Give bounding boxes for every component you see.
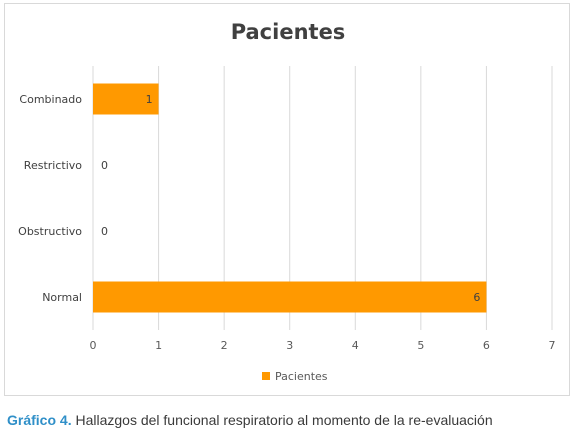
data-label-normal: 6	[473, 291, 480, 304]
bar-normal	[93, 281, 487, 313]
chart-frame: Pacientes 0 1 2 3 4 5 6 7 Combinado 1 Restrictivo 0 O…	[4, 3, 570, 396]
x-tick-label-3: 3	[286, 339, 293, 352]
chart-svg: Pacientes 0 1 2 3 4 5 6 7 Combinado 1 Restrictivo 0 O…	[18, 20, 556, 383]
chart-title: Pacientes	[231, 20, 346, 44]
x-tick-label-6: 6	[483, 339, 490, 352]
legend-label: Pacientes	[275, 370, 328, 383]
caption-lead: Gráfico 4.	[7, 412, 72, 428]
x-tick-label-7: 7	[549, 339, 556, 352]
caption-text: Hallazgos del funcional respiratorio al …	[71, 412, 493, 428]
data-label-obstructivo: 0	[101, 225, 108, 238]
category-label-normal: Normal	[42, 291, 82, 304]
bar-combinado	[93, 83, 159, 115]
data-label-combinado: 1	[146, 93, 153, 106]
figure-caption: Gráfico 4. Hallazgos del funcional respi…	[7, 412, 493, 428]
category-label-restrictivo: Restrictivo	[24, 159, 82, 172]
category-label-obstructivo: Obstructivo	[18, 225, 82, 238]
x-tick-label-1: 1	[155, 339, 162, 352]
legend-swatch	[262, 372, 270, 380]
x-tick-label-2: 2	[221, 339, 228, 352]
category-label-combinado: Combinado	[19, 93, 82, 106]
x-tick-label-4: 4	[352, 339, 359, 352]
data-label-restrictivo: 0	[101, 159, 108, 172]
x-tick-label-5: 5	[417, 339, 424, 352]
x-tick-label-0: 0	[90, 339, 97, 352]
